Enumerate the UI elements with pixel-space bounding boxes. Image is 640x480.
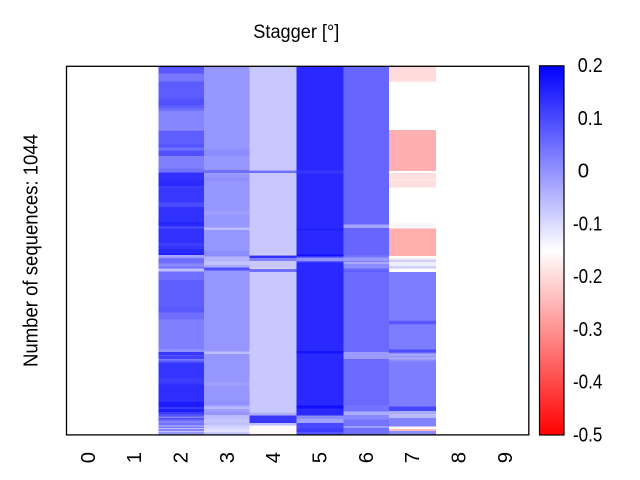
svg-text:4: 4 xyxy=(263,452,285,463)
svg-text:0.2: 0.2 xyxy=(578,55,603,77)
svg-text:3: 3 xyxy=(217,452,239,463)
svg-text:7: 7 xyxy=(402,452,424,463)
svg-text:0.1: 0.1 xyxy=(578,108,603,130)
svg-text:Number of sequences: 1044: Number of sequences: 1044 xyxy=(21,134,43,367)
svg-text:2: 2 xyxy=(171,452,193,463)
svg-text:8: 8 xyxy=(448,452,470,463)
svg-text:Stagger [°]: Stagger [°] xyxy=(253,22,339,43)
svg-text:-0.2: -0.2 xyxy=(573,266,602,288)
svg-text:1: 1 xyxy=(124,452,146,463)
svg-text:-0.4: -0.4 xyxy=(573,372,602,394)
svg-text:0: 0 xyxy=(78,452,100,463)
svg-text:0: 0 xyxy=(578,161,589,183)
svg-text:6: 6 xyxy=(356,452,378,463)
svg-text:9: 9 xyxy=(495,452,517,463)
svg-text:-0.3: -0.3 xyxy=(573,319,602,341)
svg-text:-0.1: -0.1 xyxy=(573,213,602,235)
svg-text:-0.5: -0.5 xyxy=(573,424,602,446)
svg-text:5: 5 xyxy=(309,452,331,463)
